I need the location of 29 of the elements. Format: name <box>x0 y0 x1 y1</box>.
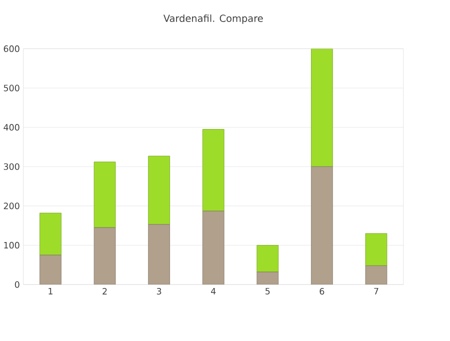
x-tick-label: 4 <box>211 288 216 294</box>
x-tick-label: 5 <box>266 288 270 294</box>
y-tick-label: 200 <box>4 202 20 210</box>
y-tick-label: 400 <box>4 124 20 131</box>
bar <box>311 48 333 167</box>
bar <box>202 129 224 212</box>
y-tick-label: 600 <box>4 45 20 52</box>
x-tick-label: 3 <box>156 288 162 295</box>
bar <box>365 265 388 285</box>
y-tick-label: 500 <box>4 84 20 92</box>
bar <box>40 212 62 256</box>
bar <box>256 272 278 285</box>
bar <box>202 210 224 285</box>
y-tick-label: 300 <box>4 163 20 170</box>
x-tick-label: 1 <box>48 288 52 294</box>
bar <box>40 254 62 285</box>
bar <box>148 156 170 225</box>
x-tick-label: 2 <box>102 288 107 294</box>
bar <box>94 227 116 285</box>
x-tick-label: 6 <box>320 288 324 295</box>
y-tick-label: 100 <box>4 242 20 249</box>
bar <box>94 162 116 228</box>
bar <box>365 233 388 266</box>
y-tick-label: 0 <box>14 281 20 288</box>
bar <box>148 224 170 285</box>
bar <box>256 245 279 272</box>
x-tick-label: 7 <box>374 288 378 294</box>
chart-title: Vardenafil. Compare <box>163 14 263 24</box>
bar <box>311 166 333 285</box>
